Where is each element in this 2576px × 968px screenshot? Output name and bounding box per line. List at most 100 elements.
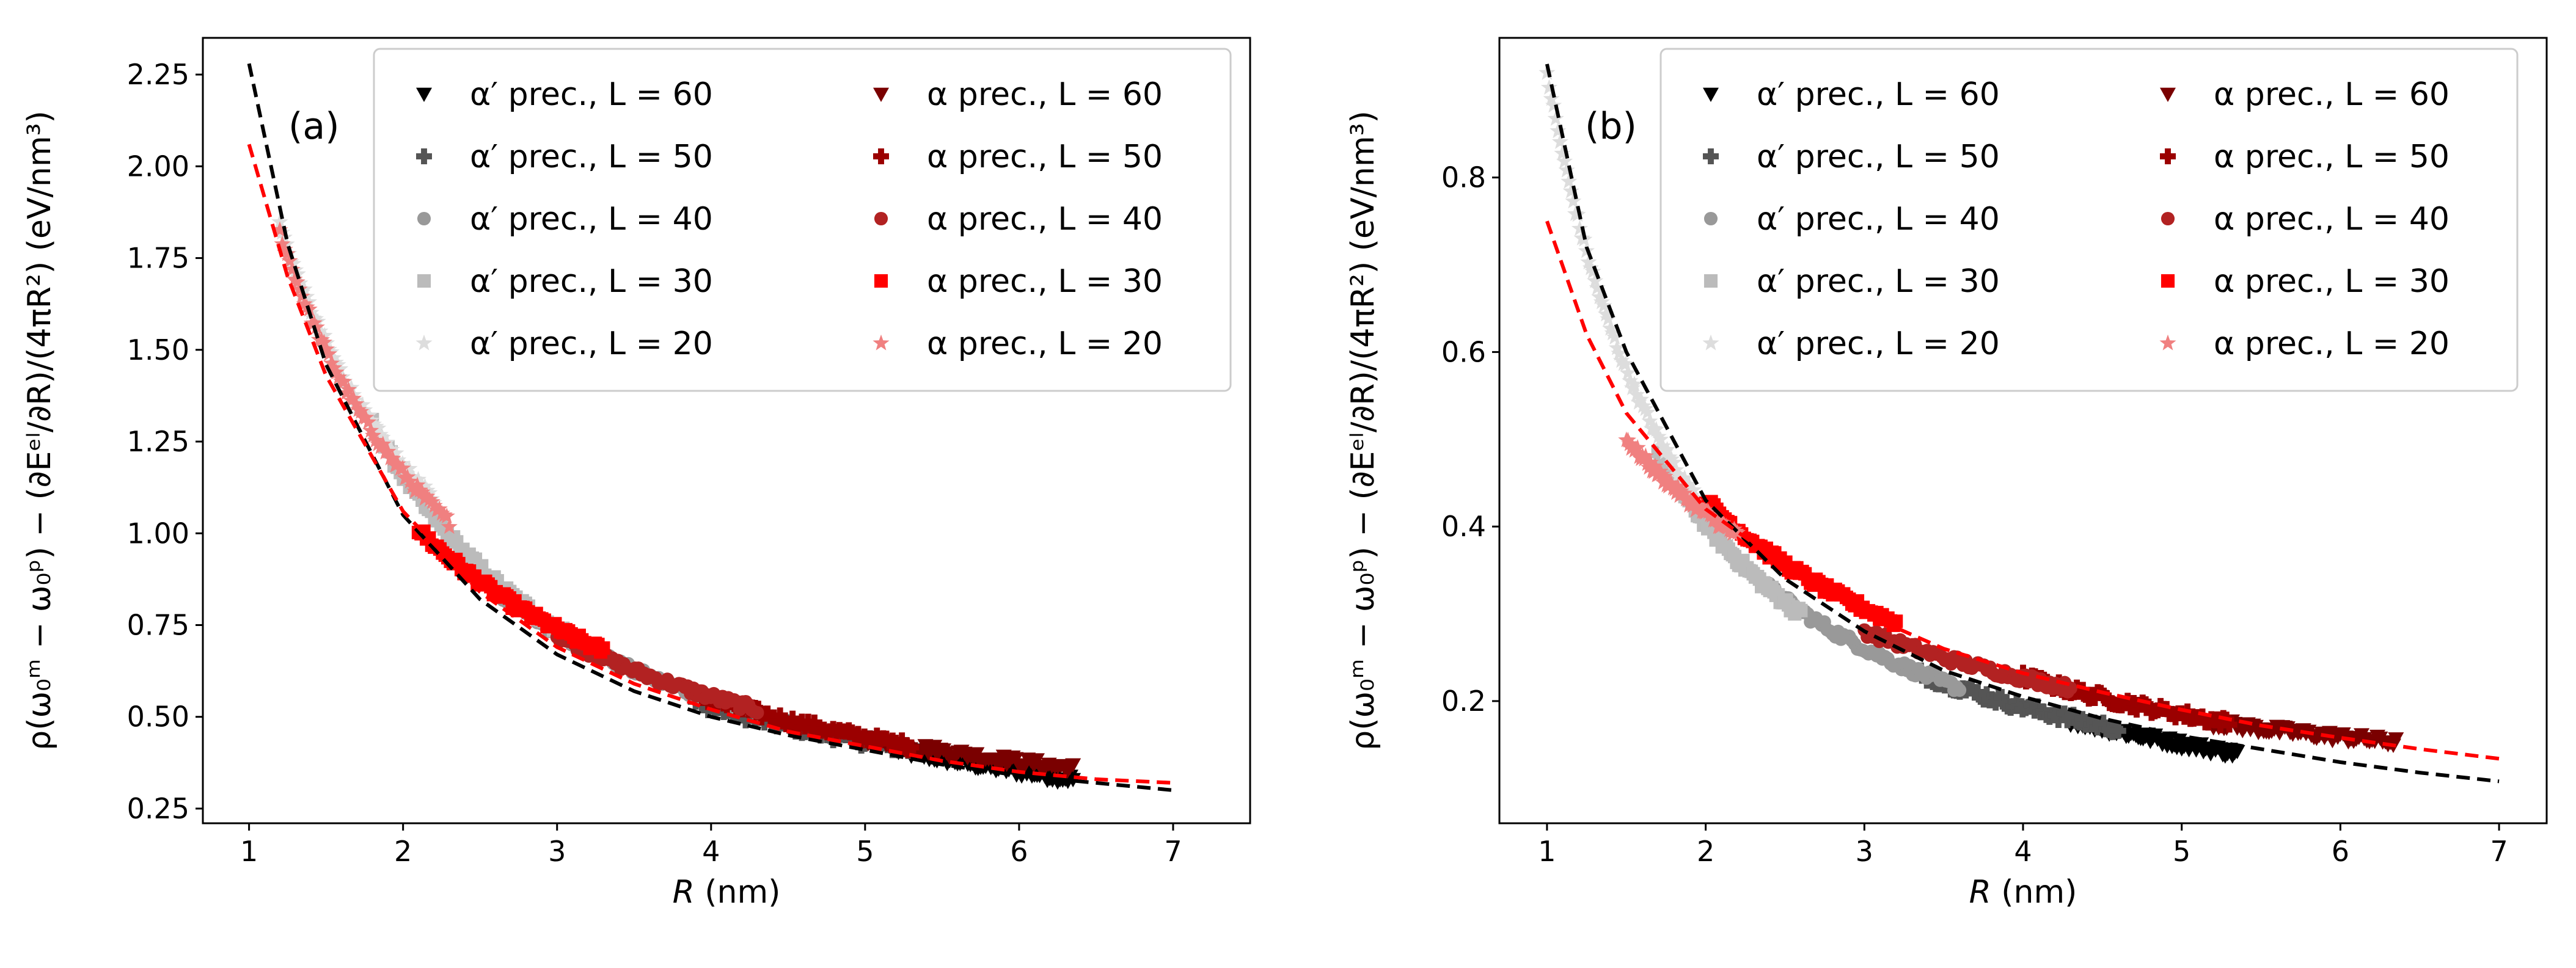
y-tick-label: 0.2	[1441, 685, 1486, 718]
fit-curve-black	[247, 63, 1174, 792]
data-point	[596, 641, 610, 655]
data-point	[1656, 468, 1674, 484]
y-tick-label: 1.25	[127, 425, 189, 458]
legend-marker	[2161, 211, 2175, 226]
data-point	[737, 712, 754, 729]
data-point	[1626, 376, 1643, 391]
data-point	[1654, 437, 1671, 454]
data-point	[323, 354, 340, 371]
data-point	[421, 491, 438, 507]
data-point	[1608, 339, 1625, 355]
data-point	[1669, 478, 1686, 494]
data-point	[2221, 716, 2238, 733]
data-point	[1561, 173, 1578, 189]
data-point	[375, 435, 392, 452]
data-point	[343, 379, 360, 395]
legend-item-alpha-prec-l-20: α prec., L = 20	[873, 326, 1163, 362]
legend-label: α prec., L = 40	[927, 201, 1163, 238]
data-point	[1642, 454, 1659, 470]
data-point	[315, 333, 332, 350]
data-point	[286, 271, 303, 287]
data-point	[1676, 484, 1693, 501]
data-point	[847, 729, 863, 746]
legend-label: α prec., L = 60	[2214, 76, 2450, 113]
data-point	[1637, 400, 1654, 417]
data-point	[431, 500, 448, 517]
data-point	[353, 403, 370, 419]
x-tick-label: 7	[2490, 835, 2508, 868]
data-point	[785, 710, 801, 727]
data-point	[1589, 279, 1606, 296]
legend-label: α prec., L = 40	[2214, 201, 2450, 238]
panel-label: (a)	[288, 105, 340, 148]
data-point	[1685, 493, 1702, 509]
legend-marker	[416, 148, 432, 164]
data-point	[1540, 79, 1558, 95]
data-point	[271, 221, 288, 238]
legend-marker	[874, 211, 888, 226]
data-point	[384, 449, 401, 466]
data-point	[1629, 439, 1646, 455]
x-tick-label: 7	[1164, 835, 1182, 868]
legend-label: α′ prec., L = 50	[1757, 139, 2000, 175]
legend-marker	[2160, 148, 2176, 164]
data-point	[1558, 161, 1575, 178]
data-point	[1659, 441, 1676, 457]
y-tick-label: 0.4	[1441, 510, 1486, 543]
legend-item-alphaprime-prec-l-30: α′ prec., L = 30	[417, 263, 713, 300]
data-point	[1611, 344, 1628, 361]
legend-label: α prec., L = 50	[2214, 139, 2450, 175]
data-point	[348, 395, 365, 412]
data-point	[2110, 722, 2126, 739]
legend-label: α′ prec., L = 40	[1757, 201, 2000, 238]
data-point	[409, 471, 427, 487]
legend-item-alpha-prec-l-20: α prec., L = 20	[2159, 326, 2450, 362]
data-point	[276, 241, 293, 257]
y-tick-label: 0.6	[1441, 335, 1486, 368]
data-point	[1663, 475, 1680, 491]
data-point	[1584, 263, 1601, 279]
data-point	[1595, 297, 1612, 313]
data-point	[1562, 183, 1579, 198]
data-point	[399, 468, 416, 484]
data-point	[370, 420, 387, 436]
data-point	[330, 368, 348, 385]
data-point	[1708, 511, 1725, 527]
data-point	[1065, 758, 1081, 773]
data-point	[1628, 386, 1645, 402]
data-point	[1591, 288, 1608, 305]
y-tick-label: 0.50	[127, 701, 189, 733]
legend-label: α′ prec., L = 60	[470, 76, 713, 113]
data-point	[357, 409, 375, 425]
data-point	[325, 349, 342, 365]
data-point	[1648, 421, 1665, 437]
x-axis-label: R (nm)	[1969, 874, 2077, 911]
data-point	[307, 310, 324, 326]
legend-marker	[1703, 211, 1718, 226]
x-tick-label: 4	[2014, 835, 2032, 868]
legend-label: α prec., L = 30	[2214, 263, 2450, 300]
legend-label: α′ prec., L = 40	[470, 201, 713, 238]
data-point	[441, 518, 458, 534]
data-point	[1545, 96, 1562, 113]
data-point	[365, 427, 382, 443]
data-point	[1580, 253, 1597, 269]
data-point	[1653, 465, 1670, 482]
data-point	[394, 459, 411, 476]
data-point	[1652, 431, 1669, 447]
legend-item-alpha-prec-l-30: α prec., L = 30	[874, 263, 1163, 300]
x-tick-label: 6	[1010, 835, 1028, 868]
data-point	[320, 345, 337, 362]
data-point	[866, 735, 882, 752]
data-point	[1639, 404, 1656, 420]
y-axis-label: ρ(ω₀ᵐ − ω₀ᵖ) − (∂Eᵉˡ/∂R)/(4πR²) (eV/nm³)	[1345, 111, 1381, 751]
data-point	[325, 359, 342, 376]
data-point	[1604, 324, 1621, 341]
data-point	[1665, 454, 1682, 470]
y-tick-label: 1.50	[127, 333, 189, 366]
data-point	[2229, 744, 2245, 760]
y-tick-label: 0.75	[127, 608, 189, 641]
legend-marker	[1703, 148, 1719, 164]
data-point	[367, 432, 384, 448]
legend-item-alphaprime-prec-l-50: α′ prec., L = 50	[1703, 139, 2000, 175]
